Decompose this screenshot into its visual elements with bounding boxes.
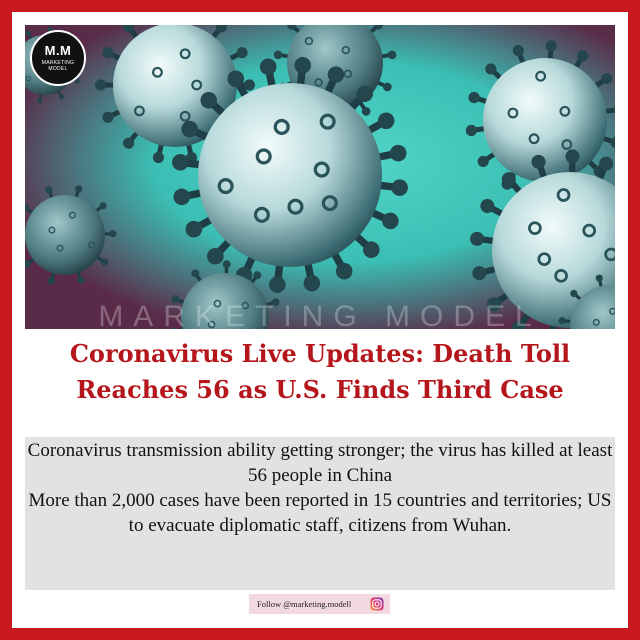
follow-badge[interactable]: Follow @marketing.modell	[249, 594, 390, 614]
virus-illustration	[25, 25, 615, 329]
follow-text: Follow @marketing.modell	[257, 599, 352, 609]
brand-logo: M.M MARKETING MODEL	[30, 30, 86, 86]
virus-particle	[558, 274, 615, 329]
instagram-icon[interactable]	[370, 597, 384, 611]
body-text: Coronavirus transmission ability getting…	[20, 438, 620, 538]
virus-particle	[25, 185, 117, 285]
headline: Coronavirus Live Updates: Death Toll Rea…	[20, 336, 620, 408]
logo-name: MARKETING MODEL	[41, 60, 75, 72]
headline-line-2: Reaches 56 as U.S. Finds Third Case	[76, 375, 564, 404]
watermark-text: MARKETING MODEL	[98, 300, 542, 333]
virus-particle	[171, 260, 280, 329]
virus-particle	[172, 57, 408, 293]
virus-illustration-svg	[25, 25, 615, 329]
headline-line-1: Coronavirus Live Updates: Death Toll	[69, 339, 571, 368]
body-panel	[25, 437, 615, 590]
body-paragraph-2: More than 2,000 cases have been reported…	[28, 490, 612, 536]
logo-mark: M.M	[44, 43, 72, 58]
body-paragraph-1: Coronavirus transmission ability getting…	[27, 440, 613, 486]
